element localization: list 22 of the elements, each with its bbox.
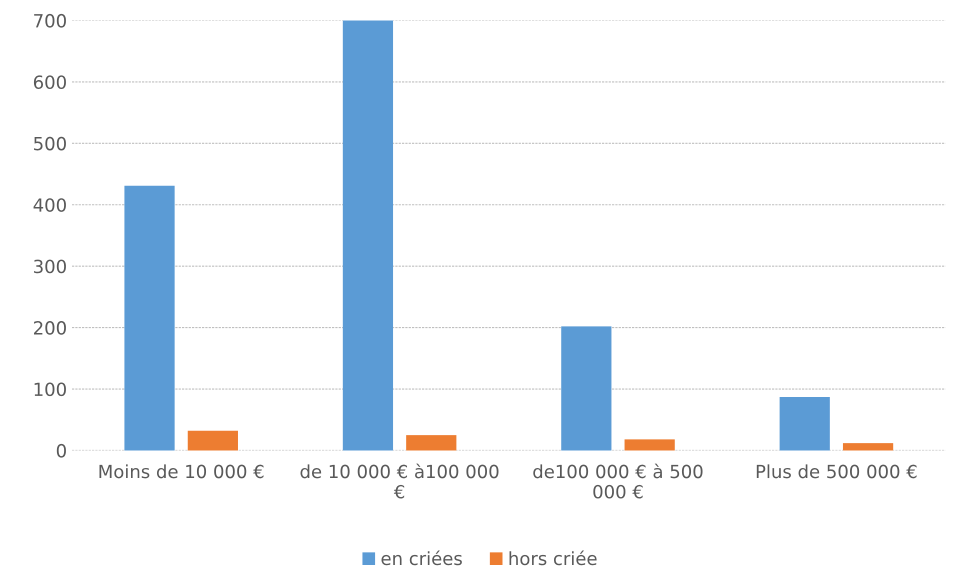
- bar: [780, 397, 830, 450]
- bar: [624, 439, 675, 450]
- y-tick-label: 0: [56, 444, 66, 458]
- y-tick-label: 700: [34, 14, 66, 28]
- bar: [188, 430, 238, 450]
- bar: [342, 20, 394, 450]
- y-tick-label: 400: [34, 198, 66, 212]
- bar: [842, 443, 894, 450]
- x-tick-label: de100 000 € à 500 000 €: [533, 464, 703, 499]
- y-tick-label: 300: [34, 260, 66, 274]
- legend-label: hors criée: [510, 550, 597, 566]
- legend-label: en criées: [381, 550, 462, 566]
- bar: [406, 435, 456, 450]
- y-tick-label: 600: [34, 75, 66, 90]
- y-tick-label: 200: [34, 321, 66, 335]
- bar: [124, 186, 175, 450]
- y-tick-label: 500: [34, 136, 66, 150]
- x-tick-label: Moins de 10 000 €: [100, 464, 264, 478]
- bar: [561, 326, 612, 450]
- x-tick-label: de 10 000 € à100 000 €: [300, 464, 498, 499]
- x-tick-label: Plus de 500 000 €: [756, 464, 917, 478]
- y-tick-label: 100: [34, 382, 66, 396]
